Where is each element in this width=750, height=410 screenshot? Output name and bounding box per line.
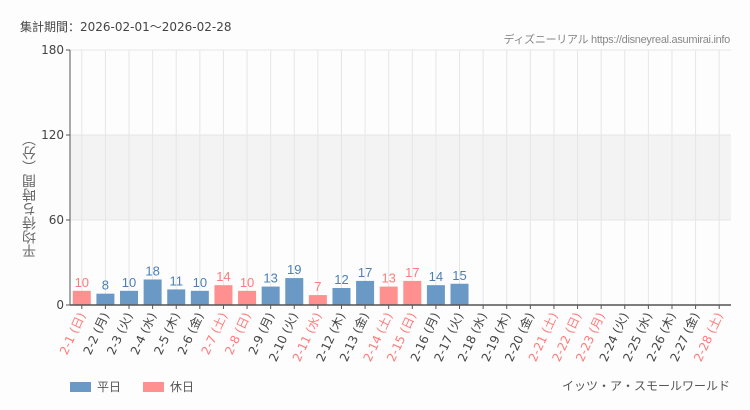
bar-value-label: 8 (102, 278, 109, 293)
bar-value-label: 7 (314, 279, 321, 294)
y-tick-label: 180 (41, 43, 64, 57)
bar-value-label: 19 (287, 262, 301, 277)
bar[interactable] (308, 295, 327, 305)
y-tick-label: 120 (41, 128, 64, 142)
bar-value-label: 17 (405, 265, 419, 280)
bar[interactable] (167, 289, 186, 305)
bar[interactable] (143, 279, 162, 306)
bar-value-label: 10 (193, 275, 207, 290)
bar[interactable] (190, 290, 209, 305)
bar[interactable] (96, 293, 115, 305)
bar-value-label: 12 (334, 272, 348, 287)
bar[interactable] (72, 290, 91, 305)
bar-value-label: 10 (75, 275, 89, 290)
y-tick-label: 60 (49, 213, 64, 227)
bar[interactable] (214, 285, 233, 305)
legend: 平日 休日 (70, 378, 194, 395)
bar-value-label: 18 (145, 264, 159, 279)
bar[interactable] (332, 288, 351, 305)
bar-value-label: 10 (122, 275, 136, 290)
bar-value-label: 17 (358, 265, 372, 280)
legend-item-holiday[interactable]: 休日 (143, 378, 194, 395)
attraction-name: イッツ・ア・スモールワールド (561, 379, 730, 393)
bar[interactable] (426, 285, 445, 305)
bar[interactable] (356, 280, 375, 305)
bar-value-label: 11 (169, 273, 183, 288)
shaded-band (70, 135, 731, 220)
legend-item-weekday[interactable]: 平日 (70, 378, 121, 395)
legend-label: 平日 (97, 380, 122, 394)
bar[interactable] (285, 278, 304, 305)
weekday-swatch-icon (70, 381, 91, 392)
bar[interactable] (261, 286, 280, 305)
bar-value-label: 14 (216, 269, 230, 284)
legend-label: 休日 (170, 380, 195, 394)
aggregation-period: 集計期間：2026-02-01～2026-02-28 (20, 20, 232, 34)
bar-value-label: 13 (381, 271, 395, 286)
bar-value-label: 13 (263, 271, 277, 286)
bar-value-label: 15 (452, 268, 466, 283)
bar[interactable] (403, 280, 422, 305)
bar-value-label: 14 (429, 269, 443, 284)
y-tick-label: 0 (56, 298, 64, 312)
bar[interactable] (379, 286, 398, 305)
bar[interactable] (120, 290, 139, 305)
holiday-swatch-icon (143, 381, 165, 392)
bar[interactable] (450, 283, 469, 305)
bar-value-label: 10 (240, 275, 254, 290)
site-credit: ディズニーリアル https://disneyreal.asumirai.inf… (503, 34, 731, 46)
bar[interactable] (238, 290, 257, 305)
